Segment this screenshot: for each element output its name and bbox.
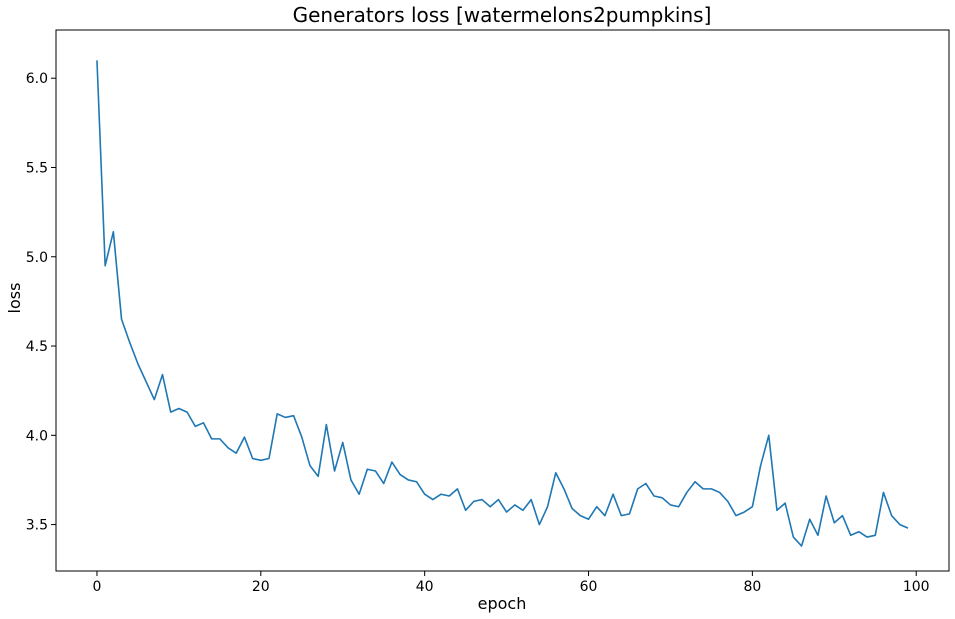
- chart-title: Generators loss [watermelons2pumpkins]: [293, 3, 712, 27]
- x-tick-label-1: 20: [252, 579, 270, 595]
- series-line-0: [96, 60, 909, 547]
- plot-area: 0 20 40 60 80 100 3.5 4.0 4.5 5.0 5.5 6.0: [26, 29, 950, 595]
- x-tick-label-4: 80: [743, 579, 761, 595]
- x-tick-label-2: 40: [416, 579, 434, 595]
- y-tick-label-0: 3.5: [26, 518, 48, 534]
- x-tick-label-3: 60: [580, 579, 598, 595]
- x-tick-label-0: 0: [93, 579, 102, 595]
- y-tick-label-3: 5.0: [26, 250, 48, 266]
- x-tick-label-5: 100: [903, 579, 930, 595]
- y-tick-label-4: 5.5: [26, 160, 48, 176]
- x-axis-label: epoch: [478, 594, 527, 613]
- plot-frame: [55, 29, 950, 572]
- y-tick-label-2: 4.5: [26, 339, 48, 355]
- y-tick-label-5: 6.0: [26, 71, 48, 87]
- y-tick-label-1: 4.0: [26, 428, 48, 444]
- y-axis-label: loss: [5, 283, 24, 314]
